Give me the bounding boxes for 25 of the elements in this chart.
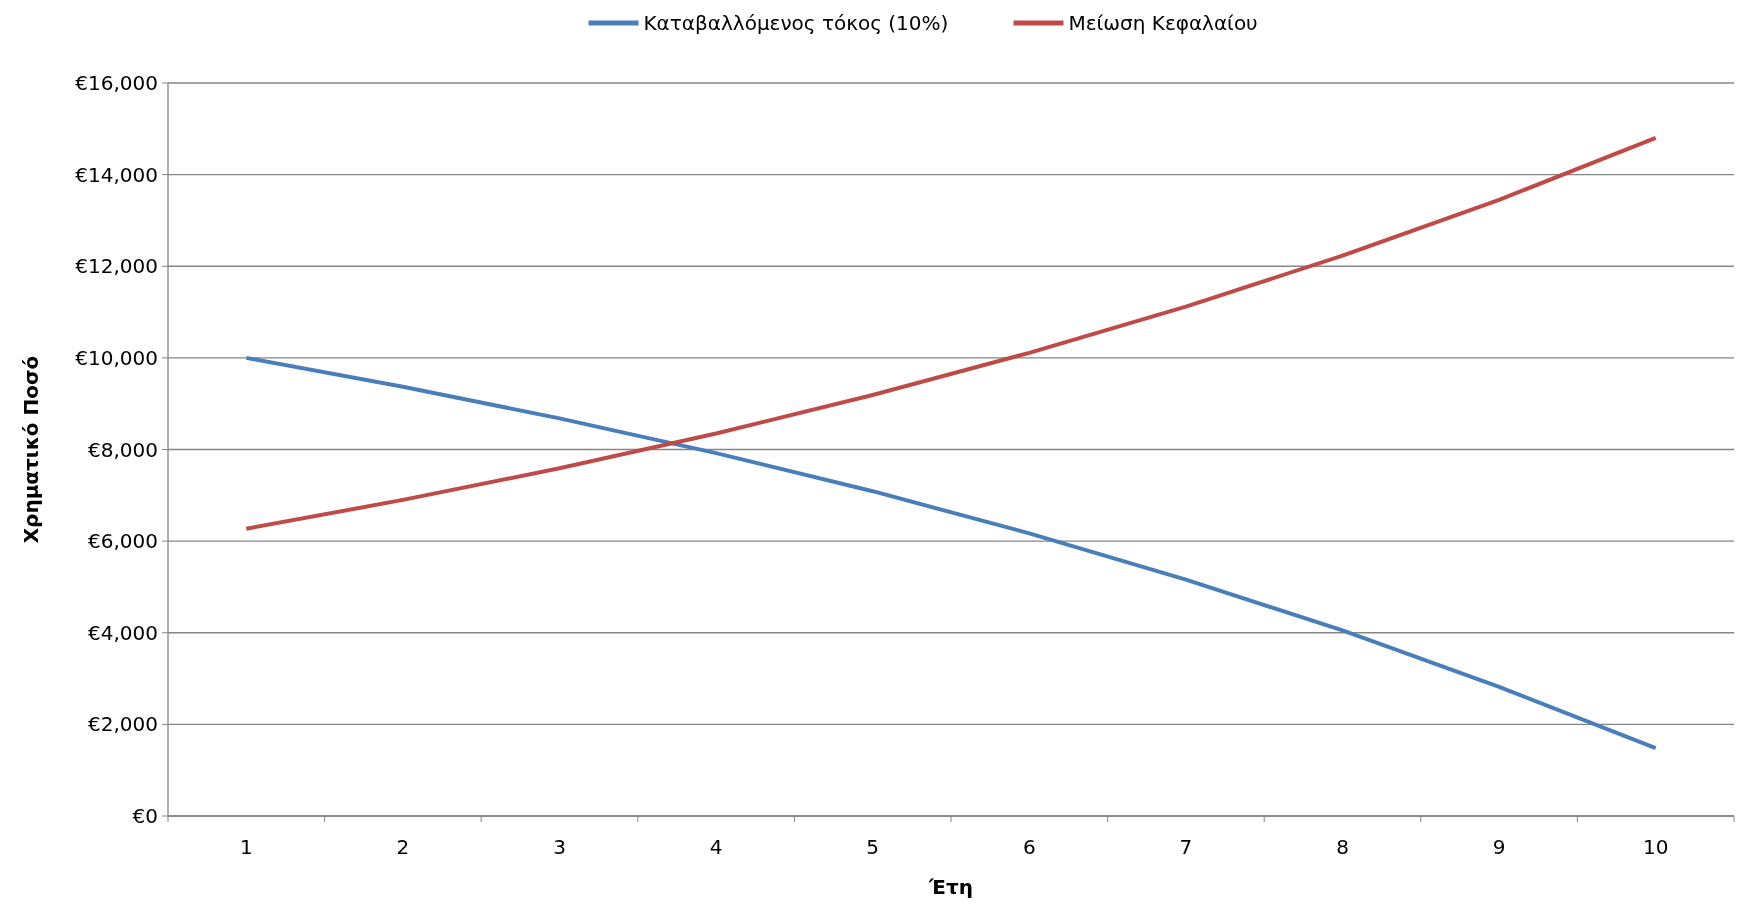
y-tick-label: €10,000 (75, 345, 158, 370)
y-tick-label: €6,000 (88, 529, 158, 554)
x-tick-label: 2 (396, 835, 410, 859)
x-tick-label: 1 (239, 835, 253, 859)
y-tick-label: €12,000 (75, 254, 158, 279)
x-tick-label: 6 (1022, 835, 1036, 859)
x-axis-title: Έτη (928, 875, 973, 899)
y-tick-label: €4,000 (88, 620, 158, 645)
line-series (244, 355, 1658, 751)
x-tick-label: 7 (1179, 835, 1193, 859)
x-tick-label: 8 (1336, 835, 1349, 859)
x-tick-label: 4 (709, 835, 723, 859)
y-tick-label: €0 (132, 804, 158, 828)
legend-label: Μείωση Κεφαλαίου (1068, 11, 1258, 35)
y-tick-label: €2,000 (88, 712, 158, 737)
line-series (244, 135, 1658, 531)
y-tick-label: €16,000 (75, 71, 158, 95)
x-tick-label: 10 (1642, 835, 1669, 859)
y-tick-label: €14,000 (75, 162, 158, 187)
x-tick-label: 9 (1492, 835, 1506, 859)
legend-label: Καταβαλλόμενος τόκος (10%) (643, 11, 949, 35)
y-tick-label: €8,000 (88, 437, 158, 462)
x-tick-label: 3 (553, 835, 566, 859)
y-axis-title: Χρηματικό Ποσό (19, 355, 43, 544)
x-tick-label: 5 (866, 835, 880, 859)
